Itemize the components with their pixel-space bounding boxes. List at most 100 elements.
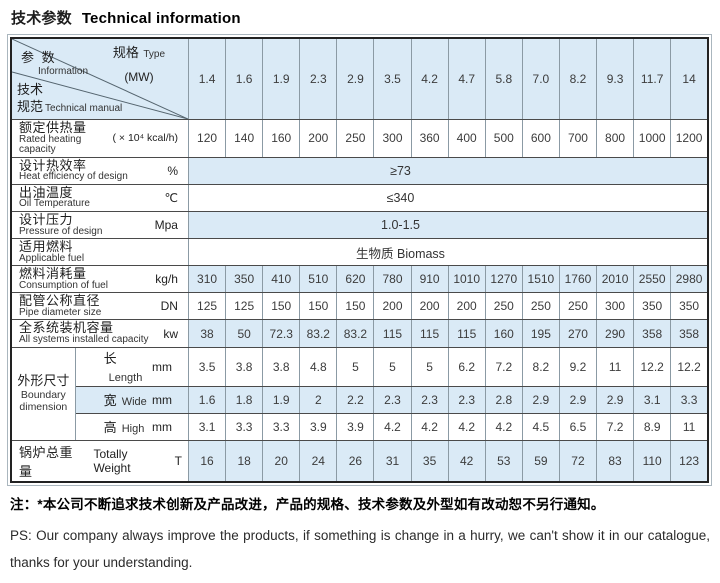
value-cell: 250: [336, 119, 375, 158]
value-cell: 20: [262, 439, 301, 483]
value-cell: 59: [521, 439, 560, 483]
value-cell: 38: [187, 319, 227, 348]
row-label: 全系统装机容量 All systems installed capacity kw: [10, 319, 189, 348]
value-cell: 140: [225, 119, 264, 158]
label-unit: kw: [163, 326, 178, 341]
label-en: Heat efficiency of design: [19, 171, 128, 183]
label-zh: 设计压力: [19, 211, 74, 227]
row-wide: 宽 Wide mm 1.6 1.8 1.9 2 2.2 2.3 2.3 2.3 2.8 2.9 2.9 2…: [11, 385, 709, 414]
sub-label-length: 长 Length mm: [74, 346, 189, 387]
value-cell: 83.2: [299, 319, 338, 348]
value-cell: 2980: [670, 265, 709, 294]
note-chinese: 注：*本公司不断追求技术创新及产品改进，产品的规格、技术参数及外型如有改动恕不另…: [10, 496, 605, 512]
value-cell: 700: [558, 119, 598, 158]
value-cell: 3.3: [225, 412, 264, 441]
value-cell: 358: [670, 319, 709, 348]
value-cell: 11: [596, 346, 635, 387]
type-col-header: 14: [670, 37, 709, 120]
value-cell: 83.2: [336, 319, 375, 348]
value-cell: 300: [596, 292, 635, 321]
value-cell: 400: [447, 119, 486, 158]
row-installed-capacity: 全系统装机容量 All systems installed capacity kw …: [10, 319, 709, 348]
value-cell: 125: [225, 292, 264, 321]
value-cell: 18: [225, 439, 264, 483]
value-cell: 31: [373, 439, 412, 483]
value-cell: 150: [299, 292, 338, 321]
type-col-header: 11.7: [633, 37, 672, 120]
page-title-en: Technical information: [81, 10, 241, 27]
corner-type-unit: (MW): [124, 69, 154, 84]
value-cell: 2550: [633, 265, 672, 294]
label-unit: ( × 10⁴ kcal/h): [112, 132, 178, 145]
label-en: High: [121, 422, 145, 435]
label-unit: Mpa: [154, 217, 178, 232]
value-cell: 8.2: [521, 346, 560, 387]
value-cell: 110: [633, 439, 672, 483]
label-en: Pressure of design: [19, 225, 103, 237]
value-cell: 300: [373, 119, 412, 158]
row-label: 锅炉总重量 Totally Weight T: [10, 439, 189, 483]
sub-label-high: 高 High mm: [74, 412, 189, 441]
row-high: 高 High mm 3.1 3.3 3.3 3.9 3.9 4.2 4.2 4.2 4.2 4.5 6.…: [11, 412, 709, 441]
label-unit: %: [167, 163, 178, 178]
corner-wrap: 规格 Type (MW) 参 数 Information 技术 规范 Techni…: [12, 39, 188, 119]
value-cell: 1000: [633, 119, 672, 158]
value-cell: 160: [262, 119, 301, 158]
value-cell: 200: [373, 292, 412, 321]
value-cell: 123: [670, 439, 709, 483]
corner-tech-en: Technical manual: [45, 102, 123, 114]
value-cell: 8.9: [633, 412, 672, 441]
label-zh: 外形尺寸: [17, 373, 70, 389]
row-totally-weight: 锅炉总重量 Totally Weight T 16 18 20 24 26 31 35 42 53 5…: [10, 439, 709, 483]
row-heat-efficiency: 设计热效率 Heat efficiency of design% ≥73: [10, 156, 709, 185]
sub-label-text: 高 High: [104, 417, 145, 437]
label-unit: mm: [151, 359, 172, 374]
row-label: 燃料消耗量 Consumption of fuel kg/h: [10, 265, 189, 294]
value-cell: 2.9: [558, 385, 598, 414]
value-cell: 500: [484, 119, 523, 158]
value-cell: 620: [336, 265, 375, 294]
value-cell: 26: [336, 439, 375, 483]
value-cell: 120: [187, 119, 227, 158]
value-cell: 42: [447, 439, 486, 483]
spec-table: 规格 Type (MW) 参 数 Information 技术 规范 Techni…: [7, 34, 712, 486]
value-cell: 310: [187, 265, 227, 294]
value-cell: 290: [596, 319, 635, 348]
value-cell: 200: [410, 292, 449, 321]
value-cell: 115: [447, 319, 486, 348]
label-en: Rated heating capacity: [19, 133, 82, 156]
corner-tech: 技术 规范 Technical manual: [17, 82, 123, 116]
value-cell: 2.8: [484, 385, 523, 414]
type-col-header: 1.4: [187, 37, 227, 120]
type-col-header: 8.2: [558, 37, 598, 120]
type-col-header: 5.8: [484, 37, 523, 120]
value-cell: 1270: [484, 265, 523, 294]
corner-param: 参 数 Information: [21, 50, 88, 77]
value-cell: 350: [225, 265, 264, 294]
value-cell: 780: [373, 265, 412, 294]
value-cell: 360: [410, 119, 449, 158]
row-label: 适用燃料 Applicable fuel: [10, 238, 189, 267]
label-zh: 设计热效率: [19, 157, 87, 173]
value-cell: 53: [484, 439, 523, 483]
label-unit: mm: [151, 392, 172, 407]
row-rated-heating-capacity: 额定供热量 Rated heating capacity ( × 10⁴ kcal/…: [10, 119, 709, 158]
type-col-header: 1.6: [225, 37, 264, 120]
label-unit: T: [174, 453, 182, 468]
corner-param-zh: 参 数: [21, 50, 57, 65]
label-en: Pipe diameter size: [19, 306, 102, 318]
value-cell: 250: [558, 292, 598, 321]
value-cell: 5: [336, 346, 375, 387]
value-cell: 6.5: [558, 412, 598, 441]
value-cell: 200: [447, 292, 486, 321]
value-cell: 3.8: [262, 346, 301, 387]
label-en: Oil Temperature: [19, 198, 90, 210]
label-zh: 全系统装机容量: [19, 320, 114, 336]
type-col-header: 4.2: [410, 37, 449, 120]
label-zh: 锅炉总重量: [19, 444, 74, 479]
row-consumption-of-fuel: 燃料消耗量 Consumption of fuel kg/h 310 350 410 51…: [10, 265, 709, 294]
label-zh: 高: [103, 419, 117, 435]
value-cell: 7.2: [596, 412, 635, 441]
value-cell: 150: [262, 292, 301, 321]
value-cell: 2.9: [596, 385, 635, 414]
